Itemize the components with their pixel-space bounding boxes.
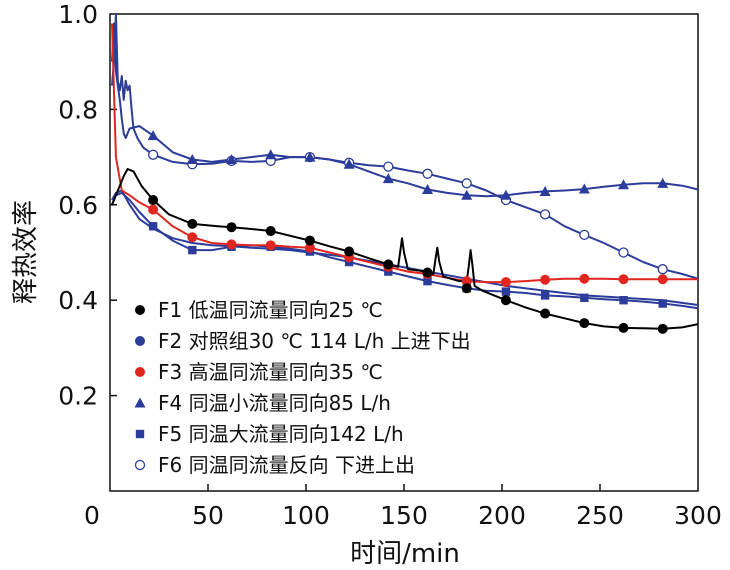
data-point-f1 [265, 226, 276, 237]
x-tick-label: 250 [576, 501, 624, 530]
data-point-f4 [147, 130, 159, 141]
y-tick-label: 1.0 [58, 0, 98, 29]
data-point-f6 [657, 264, 668, 275]
data-point-f4 [343, 158, 355, 169]
data-point-f6 [147, 149, 159, 160]
data-point-f3 [265, 240, 276, 251]
legend-marker-f3 [135, 367, 145, 377]
y-tick-label: 0.6 [58, 191, 98, 220]
data-point-f3 [226, 239, 237, 250]
x-tick-label: 0 [84, 501, 100, 530]
data-point-f3 [148, 204, 159, 215]
legend-marker-f4 [134, 397, 146, 408]
legend-label-f1: F1 低温同流量同向25 ℃ [158, 298, 383, 322]
data-point-f3 [579, 273, 590, 284]
data-point-f4 [422, 184, 434, 195]
data-point-f6 [618, 247, 629, 258]
legend-label-f3: F3 高温同流量同向35 ℃ [158, 360, 383, 384]
data-point-f4 [539, 185, 551, 196]
data-point-f1 [540, 308, 551, 319]
data-point-f4 [226, 153, 238, 164]
x-tick-label: 150 [380, 501, 428, 530]
data-point-f4 [618, 179, 630, 190]
y-tick-label: 0.4 [58, 286, 98, 315]
data-point-f1 [383, 259, 394, 270]
data-point-f5 [501, 287, 511, 296]
legend-marker-f1 [135, 305, 145, 315]
data-point-f3 [540, 274, 551, 285]
data-point-f1 [344, 246, 355, 257]
legend-label-f6: F6 同温同流量反向 下进上出 [158, 453, 415, 477]
series-line-f2 [111, 189, 699, 306]
data-point-f4 [500, 189, 512, 200]
data-point-f1 [500, 295, 511, 306]
x-tick-label: 300 [674, 501, 722, 530]
data-point-f5 [423, 276, 432, 286]
data-point-f3 [500, 277, 511, 288]
data-point-f1 [226, 222, 237, 233]
data-point-f4 [578, 183, 590, 194]
data-point-f4 [382, 173, 394, 184]
x-axis-ticks: 0 50 100 150 200 250 300 [84, 484, 722, 530]
data-point-f5 [580, 293, 589, 303]
y-axis-ticks: 0.2 0.4 0.6 0.8 1.0 [58, 0, 117, 411]
legend-marker-f6 [134, 459, 146, 471]
series-line-f3 [111, 23, 698, 284]
data-point-f4 [265, 149, 277, 160]
data-point-f4 [461, 189, 473, 200]
data-point-f4 [304, 151, 316, 162]
x-tick-label: 50 [192, 501, 224, 530]
data-point-f6 [461, 178, 472, 189]
data-point-f4 [657, 177, 669, 188]
data-point-f1 [618, 322, 629, 333]
legend-marker-f2 [135, 336, 145, 346]
data-point-f5 [619, 296, 628, 305]
legend-label-f4: F4 同温小流量同向85 L/h [158, 391, 391, 415]
y-axis-label: 释热效率 [11, 200, 41, 304]
x-tick-label: 200 [478, 501, 526, 530]
data-point-f6 [579, 229, 590, 241]
data-point-f5 [148, 222, 158, 231]
legend-label-f5: F5 同温大流量同向142 L/h [158, 422, 404, 446]
data-point-f1 [187, 218, 198, 229]
legend-marker-f5 [135, 429, 145, 439]
data-point-f5 [658, 299, 667, 308]
x-axis-label: 时间/min [350, 539, 460, 569]
data-point-f6 [383, 161, 394, 172]
data-point-f1 [579, 318, 590, 329]
data-point-f3 [657, 274, 668, 285]
legend: F1 低温同流量同向25 ℃ F2 对照组30 ℃ 114 L/h 上进下出 F… [134, 298, 471, 477]
y-tick-label: 0.2 [58, 382, 98, 411]
data-point-f5 [188, 245, 197, 255]
data-point-f1 [461, 283, 472, 294]
data-point-f1 [657, 323, 668, 334]
x-tick-label: 100 [282, 501, 330, 530]
data-point-f5 [540, 291, 550, 300]
data-point-f3 [618, 274, 629, 285]
data-point-f1 [422, 267, 433, 278]
data-point-f6 [539, 209, 551, 220]
series-line-f4 [111, 22, 699, 198]
series-lines [111, 13, 699, 330]
series-markers [147, 130, 669, 334]
data-point-f6 [422, 168, 433, 179]
data-point-f4 [186, 153, 198, 164]
data-point-f1 [148, 195, 159, 206]
legend-label-f2: F2 对照组30 ℃ 114 L/h 上进下出 [158, 329, 471, 353]
data-point-f1 [304, 235, 315, 246]
series-line-f5 [111, 191, 699, 310]
data-point-f3 [187, 232, 198, 243]
y-tick-label: 0.8 [58, 95, 98, 124]
